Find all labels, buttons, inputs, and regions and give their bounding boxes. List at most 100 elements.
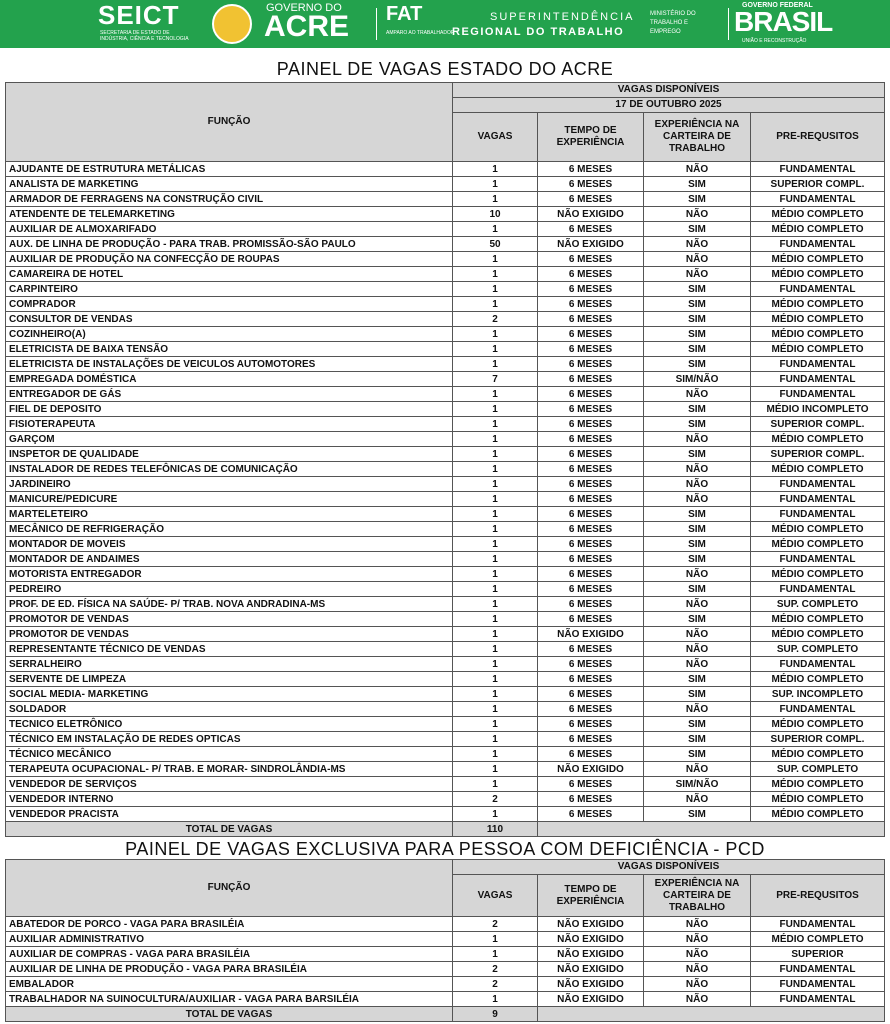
cell: MÉDIO COMPLETO bbox=[749, 671, 886, 687]
header-cell: EXPERIÊNCIA NA CARTEIRA DE TRABALHO bbox=[643, 874, 751, 917]
data-row: PROF. DE ED. FÍSICA NA SAÚDE- P/ TRAB. N… bbox=[5, 596, 886, 612]
cell: MÉDIO COMPLETO bbox=[749, 326, 886, 342]
cell: 6 MESES bbox=[537, 371, 644, 387]
cell: 6 MESES bbox=[537, 566, 644, 582]
fat-logo: FAT bbox=[386, 3, 423, 25]
cell: MÉDIO COMPLETO bbox=[749, 521, 886, 537]
cell: 1 bbox=[452, 671, 538, 687]
cell: NÃO bbox=[643, 701, 751, 717]
cell: SUPERIOR COMPL. bbox=[749, 176, 886, 192]
cell: NÃO bbox=[643, 386, 751, 402]
cell: 10 bbox=[452, 206, 538, 222]
cell: ABATEDOR DE PORCO - VAGA PARA BRASILÉIA bbox=[5, 916, 453, 932]
cell: PROF. DE ED. FÍSICA NA SAÚDE- P/ TRAB. N… bbox=[5, 596, 453, 612]
cell: NÃO bbox=[643, 566, 751, 582]
cell: GARÇOM bbox=[5, 431, 453, 447]
data-row: AUXILIAR DE LINHA DE PRODUÇÃO - VAGA PAR… bbox=[5, 961, 886, 977]
total-row: TOTAL DE VAGAS 9 bbox=[5, 1006, 886, 1022]
cell: NÃO bbox=[643, 946, 751, 962]
cell: 6 MESES bbox=[537, 521, 644, 537]
cell: 1 bbox=[452, 566, 538, 582]
cell: 1 bbox=[452, 521, 538, 537]
cell: 1 bbox=[452, 476, 538, 492]
cell: SIM bbox=[643, 356, 751, 372]
cell: 1 bbox=[452, 506, 538, 522]
cell: 1 bbox=[452, 536, 538, 552]
cell: SIM bbox=[643, 806, 751, 822]
cell: 6 MESES bbox=[537, 806, 644, 822]
cell: FUNDAMENTAL bbox=[749, 916, 886, 932]
data-row: VENDEDOR INTERNO 2 6 MESES NÃO MÉDIO COMPLET… bbox=[5, 791, 886, 807]
cell: 1 bbox=[452, 176, 538, 192]
data-row: MECÂNICO DE REFRIGERAÇÃO 1 6 MESES SIM MÉDIO… bbox=[5, 521, 886, 537]
header-cell: TEMPO DE EXPERIÊNCIA bbox=[537, 874, 644, 917]
cell: 1 bbox=[452, 946, 538, 962]
brasil-logo: BRASIL bbox=[734, 6, 833, 37]
cell: 6 MESES bbox=[537, 356, 644, 372]
cell: MÉDIO COMPLETO bbox=[749, 626, 886, 642]
data-row: ATENDENTE DE TELEMARKETING 10 NÃO EXIGIDO N… bbox=[5, 206, 886, 222]
cell: INSPETOR DE QUALIDADE bbox=[5, 446, 453, 462]
cell: 2 bbox=[452, 791, 538, 807]
cell: 1 bbox=[452, 731, 538, 747]
cell: SUP. COMPLETO bbox=[749, 596, 886, 612]
cell: 1 bbox=[452, 776, 538, 792]
cell: SIM/NÃO bbox=[643, 371, 751, 387]
cell: TECNICO ELETRÔNICO bbox=[5, 716, 453, 732]
ministerio: MINISTÉRIO DO TRABALHO E EMPREGO bbox=[650, 11, 696, 35]
cell: ELETRICISTA DE BAIXA TENSÃO bbox=[5, 341, 453, 357]
fat-subtitle: AMPARO AO TRABALHADOR bbox=[386, 30, 455, 36]
cell: 1 bbox=[452, 356, 538, 372]
cell: SIM bbox=[643, 581, 751, 597]
cell: NÃO EXIGIDO bbox=[537, 946, 644, 962]
cell: SIM bbox=[643, 221, 751, 237]
cell: 6 MESES bbox=[537, 536, 644, 552]
cell: NÃO EXIGIDO bbox=[537, 931, 644, 947]
data-row: EMBALADOR 2 NÃO EXIGIDO NÃO FUNDAMENTAL bbox=[5, 976, 886, 992]
superintendencia: SUPERINTENDÊNCIA bbox=[490, 11, 635, 23]
cell: 1 bbox=[452, 221, 538, 237]
cell: 6 MESES bbox=[537, 611, 644, 627]
header-row: FUNÇÃO VAGAS DISPONÍVEIS bbox=[5, 82, 886, 162]
cell: FUNDAMENTAL bbox=[749, 191, 886, 207]
cell: NÃO bbox=[643, 916, 751, 932]
data-row: COMPRADOR 1 6 MESES SIM MÉDIO COMPLETO bbox=[5, 296, 886, 312]
cell: 1 bbox=[452, 401, 538, 417]
header-cell: VAGAS bbox=[452, 112, 538, 162]
cell: CONSULTOR DE VENDAS bbox=[5, 311, 453, 327]
cell: 1 bbox=[452, 626, 538, 642]
cell: MÉDIO COMPLETO bbox=[749, 536, 886, 552]
cell: ATENDENTE DE TELEMARKETING bbox=[5, 206, 453, 222]
cell: MÉDIO COMPLETO bbox=[749, 716, 886, 732]
cell: SIM/NÃO bbox=[643, 776, 751, 792]
cell: CARPINTEIRO bbox=[5, 281, 453, 297]
cell: 1 bbox=[452, 581, 538, 597]
data-row: AUXILIAR ADMINISTRATIVO 1 NÃO EXIGIDO NÃO MÉ… bbox=[5, 931, 886, 947]
data-row: MONTADOR DE MOVEIS 1 6 MESES SIM MÉDIO COMPL… bbox=[5, 536, 886, 552]
cell: NÃO bbox=[643, 461, 751, 477]
header-row: VAGAS TEMPO DE EXPERIÊNCIA EXPERIÊNCIA NA … bbox=[6, 112, 886, 162]
cell: MANICURE/PEDICURE bbox=[5, 491, 453, 507]
cell: NÃO bbox=[643, 161, 751, 177]
cell: MÉDIO COMPLETO bbox=[749, 296, 886, 312]
cell: EMPREGADA DOMÉSTICA bbox=[5, 371, 453, 387]
cell: MÉDIO COMPLETO bbox=[749, 611, 886, 627]
cell: 1 bbox=[452, 686, 538, 702]
cell: 6 MESES bbox=[537, 341, 644, 357]
cell: 1 bbox=[452, 931, 538, 947]
header-cell: FUNÇÃO bbox=[5, 82, 453, 162]
cell: SIM bbox=[643, 551, 751, 567]
data-row: AJUDANTE DE ESTRUTURA METÁLICAS 1 6 MESES N… bbox=[5, 161, 886, 177]
data-row: TRABALHADOR NA SUINOCULTURA/AUXILIAR - V… bbox=[5, 991, 886, 1007]
cell: 1 bbox=[452, 461, 538, 477]
cell: 6 MESES bbox=[537, 296, 644, 312]
cell: NÃO bbox=[643, 961, 751, 977]
cell: 6 MESES bbox=[537, 176, 644, 192]
cell: NÃO bbox=[643, 476, 751, 492]
cell: 6 MESES bbox=[537, 401, 644, 417]
data-row: REPRESENTANTE TÉCNICO DE VENDAS 1 6 MESES N… bbox=[5, 641, 886, 657]
total-value: 9 bbox=[452, 1006, 538, 1022]
cell: FUNDAMENTAL bbox=[749, 281, 886, 297]
cell: SUPERIOR COMPL. bbox=[749, 416, 886, 432]
